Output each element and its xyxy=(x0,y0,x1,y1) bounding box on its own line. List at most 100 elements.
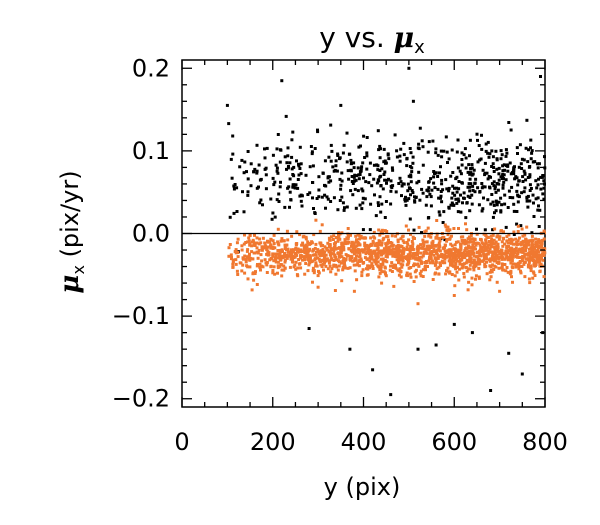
data-point xyxy=(492,170,496,173)
data-point xyxy=(431,139,435,143)
data-point xyxy=(296,186,300,190)
data-point xyxy=(512,202,516,206)
data-point xyxy=(248,265,252,269)
data-point xyxy=(471,244,475,247)
data-point xyxy=(246,240,250,244)
data-point xyxy=(329,235,333,239)
data-point xyxy=(336,154,340,157)
data-point xyxy=(471,172,475,176)
data-point xyxy=(395,248,399,252)
data-point xyxy=(361,250,365,254)
data-point xyxy=(460,158,464,161)
data-point xyxy=(501,183,505,187)
y-axis-label: μx (pix/yr) xyxy=(55,170,88,293)
data-point xyxy=(407,66,411,70)
data-point xyxy=(529,146,532,150)
data-point xyxy=(342,248,346,252)
data-point xyxy=(470,202,474,206)
data-point xyxy=(509,238,513,242)
data-point xyxy=(355,250,359,254)
data-point xyxy=(478,243,482,247)
data-point xyxy=(470,252,474,256)
data-point xyxy=(320,265,324,269)
data-point xyxy=(542,275,546,279)
data-point xyxy=(434,151,438,155)
data-point xyxy=(353,248,356,252)
data-point xyxy=(256,256,260,260)
data-point xyxy=(366,249,370,253)
data-point xyxy=(248,252,251,256)
data-point xyxy=(511,169,515,173)
data-point xyxy=(436,243,440,247)
data-point xyxy=(495,158,499,162)
data-point xyxy=(378,271,382,275)
data-point xyxy=(496,245,500,249)
data-point xyxy=(516,200,520,204)
data-point xyxy=(534,264,537,267)
data-point xyxy=(396,238,400,242)
data-point xyxy=(505,151,509,155)
data-point xyxy=(297,164,301,168)
data-point xyxy=(373,193,376,197)
data-point xyxy=(334,159,338,163)
data-point xyxy=(333,289,337,292)
data-point xyxy=(450,244,454,248)
data-point xyxy=(483,171,487,175)
data-point xyxy=(510,251,514,255)
data-point xyxy=(256,263,259,266)
data-point xyxy=(365,257,369,261)
data-point xyxy=(230,257,233,261)
data-point xyxy=(462,191,466,195)
data-point xyxy=(391,266,395,269)
data-point xyxy=(459,243,463,247)
data-point xyxy=(264,244,268,248)
data-point xyxy=(397,182,401,185)
data-point xyxy=(299,249,303,253)
data-point xyxy=(359,144,362,148)
data-point xyxy=(439,190,443,193)
data-point xyxy=(466,170,470,174)
data-point xyxy=(537,204,540,208)
x-tick-label: 200 xyxy=(250,428,296,456)
data-point xyxy=(411,191,415,195)
data-point xyxy=(231,152,235,156)
data-point xyxy=(323,245,327,249)
data-point xyxy=(427,258,431,262)
data-point xyxy=(364,180,368,184)
data-point xyxy=(462,272,466,275)
data-point xyxy=(288,190,292,194)
data-point xyxy=(271,254,275,258)
data-point xyxy=(516,239,520,243)
data-point xyxy=(476,160,480,164)
data-point xyxy=(493,227,497,231)
data-point xyxy=(455,270,459,274)
data-point xyxy=(523,244,527,247)
data-point xyxy=(405,245,409,249)
data-point xyxy=(507,351,511,355)
data-point xyxy=(268,240,272,244)
data-point xyxy=(272,259,276,263)
data-point xyxy=(522,255,526,259)
data-point xyxy=(264,261,268,265)
data-point xyxy=(476,256,480,260)
data-point xyxy=(304,247,308,250)
data-point xyxy=(468,172,472,176)
data-point xyxy=(416,347,420,351)
y-tick-label: −0.2 xyxy=(112,385,170,413)
data-point xyxy=(431,244,435,248)
data-point xyxy=(488,152,492,156)
data-point xyxy=(378,195,382,199)
data-point xyxy=(344,266,347,270)
data-point xyxy=(334,164,338,168)
data-point xyxy=(314,218,318,222)
data-point xyxy=(375,181,379,185)
data-point xyxy=(527,277,531,281)
data-point xyxy=(292,165,296,169)
data-point xyxy=(434,258,438,262)
data-point xyxy=(286,154,290,158)
data-point xyxy=(470,163,474,167)
data-point xyxy=(235,210,239,213)
data-point xyxy=(437,272,441,276)
data-point xyxy=(379,184,383,188)
